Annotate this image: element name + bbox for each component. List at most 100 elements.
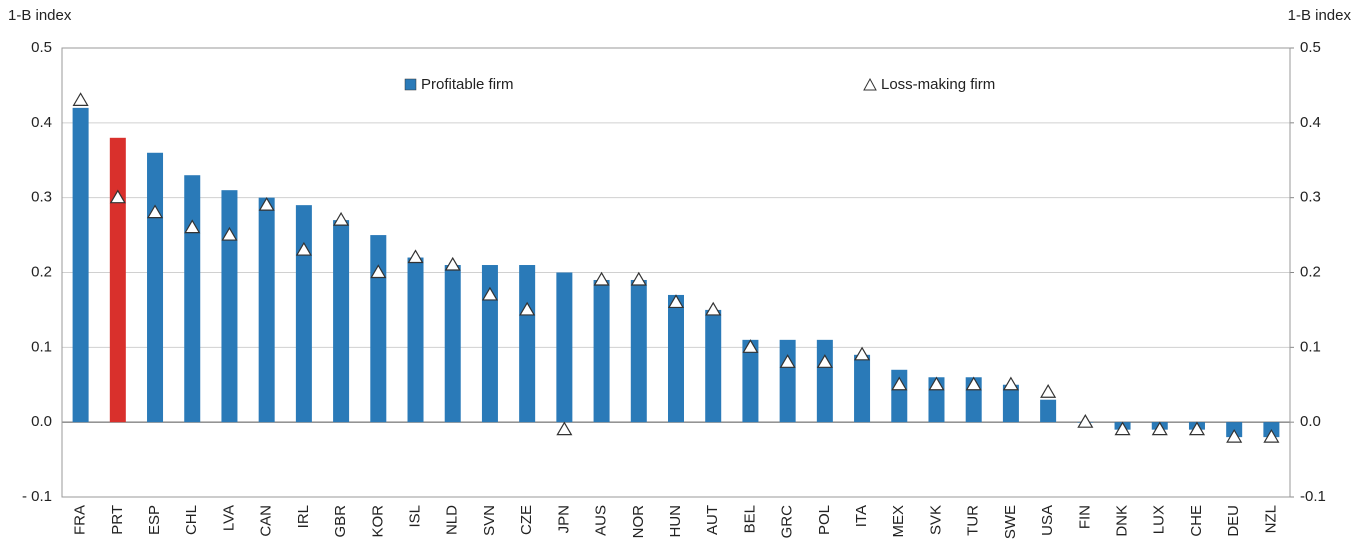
- triangle-marker: [146, 204, 164, 219]
- y-tick-label: 0.2: [31, 263, 52, 280]
- x-tick-label: FIN: [1076, 505, 1093, 529]
- x-tick-label: LUX: [1151, 505, 1168, 534]
- triangle-marker: [556, 421, 573, 436]
- x-tick-label: AUT: [704, 505, 721, 535]
- y2-tick-label: -0.1: [1300, 488, 1326, 505]
- bar: [816, 339, 833, 423]
- x-tick-label: AUS: [593, 505, 610, 536]
- triangle-marker: [965, 376, 982, 391]
- triangle-marker: [1040, 384, 1057, 398]
- bar: [295, 205, 312, 423]
- x-tick-label: JPN: [555, 505, 572, 533]
- y-axis-label: 1-B index: [8, 7, 72, 24]
- triangle-marker: [1077, 413, 1094, 428]
- x-tick-label: NZL: [1262, 505, 1279, 533]
- triangle-marker: [593, 271, 610, 286]
- x-tick-label: CHL: [183, 505, 200, 535]
- x-tick-label: CHE: [1188, 505, 1205, 537]
- legend-label: Loss-making firm: [881, 76, 995, 93]
- triangle-marker: [1151, 421, 1168, 436]
- legend-swatch: [404, 78, 417, 91]
- x-tick-label: CAN: [258, 505, 275, 537]
- triangle-marker: [295, 241, 312, 256]
- triangle-marker: [109, 189, 126, 204]
- bar: [1040, 399, 1057, 423]
- legend-label: Profitable firm: [421, 76, 514, 93]
- y-tick-label: 0.3: [31, 189, 52, 206]
- bar: [854, 354, 871, 423]
- x-tick-label: IRL: [295, 505, 312, 528]
- y2-tick-label: 0.0: [1300, 413, 1321, 430]
- y2-tick-label: 0.1: [1300, 338, 1321, 355]
- x-tick-label: HUN: [667, 505, 684, 538]
- triangle-marker: [1263, 428, 1280, 443]
- x-tick-label: DNK: [1114, 505, 1131, 537]
- triangle-marker: [705, 301, 722, 316]
- bar: [258, 197, 275, 423]
- bar: [109, 137, 126, 423]
- triangle-marker: [72, 92, 89, 106]
- triangle-marker: [370, 264, 387, 279]
- y-tick-label: 0.1: [31, 338, 52, 355]
- triangle-marker: [854, 346, 871, 361]
- y2-tick-label: 0.5: [1300, 39, 1321, 56]
- x-tick-label: NLD: [444, 505, 461, 535]
- triangle-marker: [333, 211, 350, 226]
- bar: [333, 220, 350, 423]
- triangle-marker: [481, 286, 498, 301]
- bar: [630, 279, 647, 423]
- legend-swatch: [863, 77, 877, 91]
- x-tick-label: BEL: [741, 505, 758, 533]
- bar: [779, 339, 796, 423]
- x-tick-label: FRA: [72, 505, 89, 535]
- bar: [556, 272, 573, 423]
- x-tick-label: ISL: [406, 505, 423, 528]
- x-tick-label: GBR: [332, 505, 349, 538]
- bar: [407, 257, 424, 423]
- x-tick-label: DEU: [1225, 505, 1242, 537]
- bar: [72, 107, 89, 423]
- bar: [891, 369, 908, 423]
- y2-axis-label: 1-B index: [1288, 7, 1352, 24]
- plot-frame: [61, 47, 1291, 498]
- x-tick-label: NOR: [630, 505, 647, 539]
- x-tick-label: TUR: [965, 505, 982, 536]
- triangle-marker: [1188, 421, 1206, 436]
- y-tick-label: 0.5: [31, 39, 52, 56]
- triangle-marker: [1114, 421, 1131, 436]
- bar: [147, 152, 164, 423]
- triangle-marker: [519, 301, 536, 316]
- y2-tick-label: 0.2: [1300, 263, 1321, 280]
- x-tick-label: KOR: [369, 505, 386, 538]
- triangle-marker: [891, 376, 908, 391]
- y2-tick-label: 0.4: [1300, 114, 1321, 131]
- x-tick-label: ITA: [853, 505, 870, 527]
- triangle-marker: [779, 354, 796, 368]
- triangle-marker: [742, 339, 759, 353]
- bar: [444, 265, 461, 423]
- triangle-marker: [184, 219, 201, 234]
- x-tick-label: MEX: [890, 505, 907, 538]
- x-tick-label: SVK: [927, 505, 944, 535]
- y-tick-label: - 0.1: [22, 488, 52, 505]
- x-tick-label: PRT: [109, 505, 126, 535]
- x-tick-label: ESP: [146, 505, 163, 535]
- bar: [184, 175, 201, 423]
- bar: [221, 190, 238, 423]
- triangle-marker: [221, 226, 238, 241]
- triangle-marker: [1226, 428, 1243, 443]
- y2-tick-label: 0.3: [1300, 189, 1321, 206]
- triangle-marker: [407, 249, 424, 264]
- triangle-marker: [630, 271, 647, 286]
- x-tick-label: POL: [816, 505, 833, 535]
- bar: [668, 294, 684, 423]
- triangle-marker: [258, 196, 275, 211]
- x-tick-label: GRC: [779, 505, 796, 539]
- bar: [481, 265, 498, 423]
- x-tick-label: USA: [1039, 505, 1056, 536]
- bar: [519, 265, 536, 423]
- y-tick-label: 0.0: [31, 413, 52, 430]
- triangle-marker: [444, 256, 461, 271]
- bar: [742, 339, 759, 423]
- y-tick-label: 0.4: [31, 114, 52, 131]
